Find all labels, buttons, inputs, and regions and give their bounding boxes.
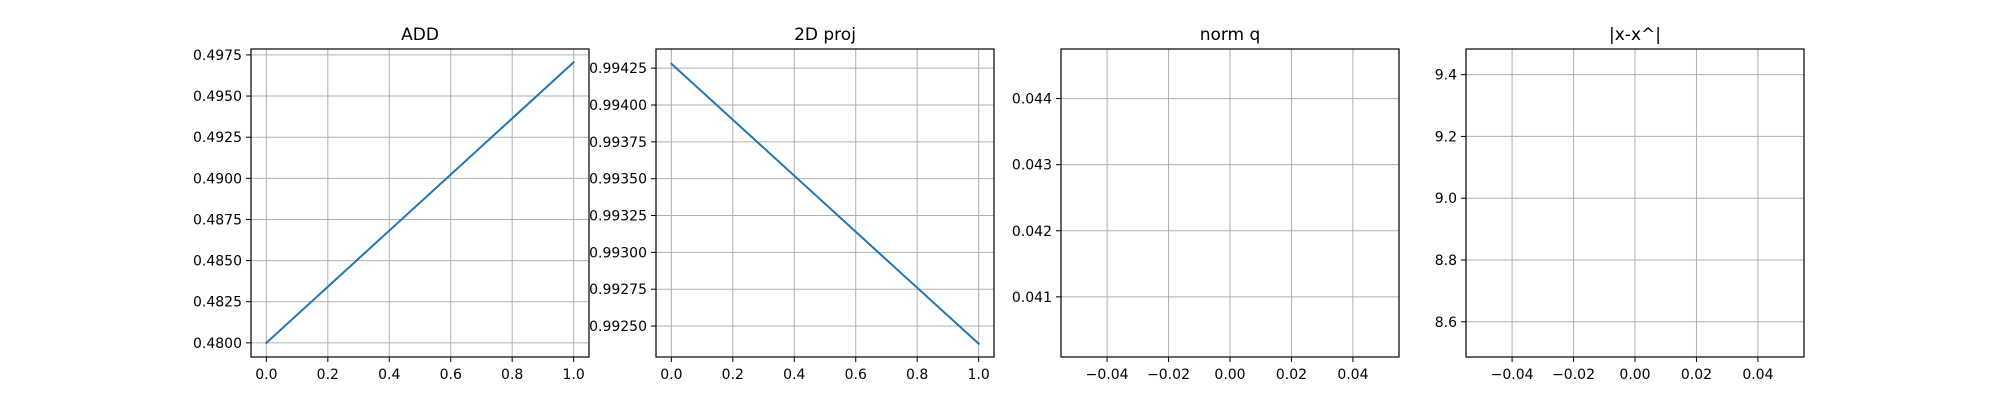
x-tick-label-x-error-0: −0.04 [1491,367,1534,383]
chart-panel-norm-q: norm q −0.04 −0.02 0.00 0.02 0.04 0.041 0.042 0… [1012,25,1400,383]
y-tick-label-add-7: 0.4975 [193,48,242,64]
x-tick-label-norm-q-0: −0.04 [1086,367,1129,383]
y-tick-label-add-5: 0.4925 [193,130,242,146]
y-tick-label-2d-proj-5: 0.99375 [589,135,647,151]
x-tick-label-x-error-1: −0.02 [1552,367,1595,383]
chart-panel-add: ADD 0.0 0.2 0.4 0.6 0.8 1.0 0.4800 0.4825 0.4850… [193,25,590,383]
x-tick-label-norm-q-4: 0.04 [1337,367,1368,383]
y-tick-label-2d-proj-1: 0.99275 [589,282,647,298]
y-tick-label-add-4: 0.4900 [193,171,242,187]
y-tick-label-norm-q-3: 0.044 [1012,92,1052,108]
chart-title-2d-proj: 2D proj [794,25,856,45]
x-tick-label-x-error-3: 0.02 [1681,367,1712,383]
y-tick-label-x-error-0: 8.6 [1435,315,1457,331]
y-tick-label-2d-proj-7: 0.99425 [589,61,647,77]
x-tick-label-norm-q-2: 0.00 [1214,367,1245,383]
y-tick-label-add-6: 0.4950 [193,89,242,105]
y-tick-label-add-3: 0.4875 [193,212,242,228]
x-tick-label-add-4: 0.8 [501,367,523,383]
x-tick-label-2d-proj-4: 0.8 [906,367,928,383]
x-tick-label-add-5: 1.0 [563,367,585,383]
x-tick-label-2d-proj-1: 0.2 [722,367,744,383]
axes-frame-add [250,48,590,358]
x-tick-label-add-2: 0.4 [378,367,400,383]
x-tick-label-norm-q-3: 0.02 [1276,367,1307,383]
y-tick-label-x-error-2: 9.0 [1435,191,1457,207]
series-line-2d-proj-0 [669,62,981,346]
x-tick-label-x-error-4: 0.04 [1742,367,1773,383]
y-tick-label-x-error-3: 9.2 [1435,129,1457,145]
series-line-add-0 [264,60,576,345]
chart-panel-2d-proj: 2D proj 0.0 0.2 0.4 0.6 0.8 1.0 0.99250 0.99275… [589,25,995,383]
y-tick-label-norm-q-1: 0.042 [1012,224,1052,240]
y-tick-label-2d-proj-2: 0.99300 [589,245,647,261]
y-tick-label-x-error-1: 8.8 [1435,253,1457,269]
x-tick-label-add-1: 0.2 [317,367,339,383]
y-tick-label-add-0: 0.4800 [193,336,242,352]
y-tick-label-add-2: 0.4850 [193,254,242,270]
axes-frame-2d-proj [655,48,995,358]
x-tick-label-add-3: 0.6 [440,367,462,383]
y-tick-label-norm-q-2: 0.043 [1012,158,1052,174]
x-tick-label-2d-proj-2: 0.4 [783,367,805,383]
x-tick-label-2d-proj-3: 0.6 [845,367,867,383]
chart-panel-x-error: |x-x^| −0.04 −0.02 0.00 0.02 0.04 8.6 8.8 9.0 9.… [1435,25,1805,383]
x-tick-label-x-error-2: 0.00 [1619,367,1650,383]
y-tick-label-2d-proj-4: 0.99350 [589,172,647,188]
y-tick-label-2d-proj-3: 0.99325 [589,209,647,225]
y-tick-label-2d-proj-6: 0.99400 [589,98,647,114]
y-tick-label-x-error-4: 9.4 [1435,68,1457,84]
y-tick-label-add-1: 0.4825 [193,295,242,311]
x-tick-label-add-0: 0.0 [255,367,277,383]
y-tick-label-norm-q-0: 0.041 [1012,290,1052,306]
x-tick-label-2d-proj-5: 1.0 [968,367,990,383]
chart-title-add: ADD [401,25,439,45]
x-tick-label-2d-proj-0: 0.0 [660,367,682,383]
chart-title-x-error: |x-x^| [1609,25,1661,45]
x-tick-label-norm-q-1: −0.02 [1147,367,1190,383]
chart-title-norm-q: norm q [1200,25,1261,45]
y-tick-label-2d-proj-0: 0.99250 [589,319,647,335]
